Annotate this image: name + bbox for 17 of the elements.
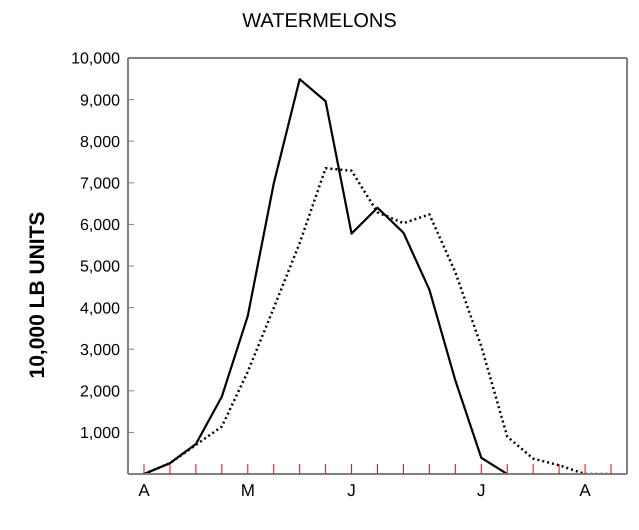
y-axis-title: 10,000 LB UNITS	[26, 212, 50, 378]
y-tick-label: 2,000	[80, 383, 120, 400]
y-tick-label: 4,000	[80, 300, 120, 318]
y-tick-label: 7,000	[80, 175, 120, 192]
y-tick-label: 3,000	[80, 342, 120, 359]
chart-title: WATERMELONS	[241, 10, 398, 34]
y-tick-label: 1,000	[80, 425, 120, 442]
y-tick-label: 6,000	[80, 217, 120, 234]
x-tick-label: J	[477, 481, 486, 500]
x-tick-label: M	[240, 481, 255, 500]
x-tick-label: A	[579, 481, 592, 500]
y-tick-label: 10,000	[71, 50, 120, 68]
y-tick-label: 9,000	[80, 92, 120, 110]
y-tick-label: 5,000	[80, 258, 120, 276]
x-tick-label: J	[347, 481, 356, 500]
x-tick-label: A	[138, 481, 150, 500]
y-tick-label: 8,000	[80, 134, 120, 151]
